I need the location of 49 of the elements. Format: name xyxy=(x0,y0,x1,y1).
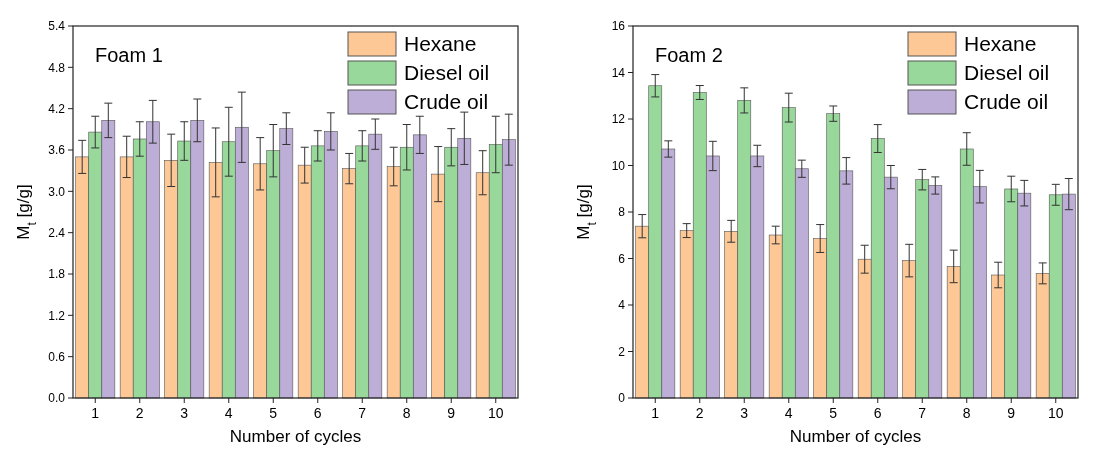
x-tick-label: 10 xyxy=(1047,405,1064,421)
y-tick-label: 0.6 xyxy=(48,349,66,364)
x-tick-label: 4 xyxy=(784,405,793,421)
x-tick-label: 3 xyxy=(180,405,189,421)
x-tick-label: 6 xyxy=(313,405,322,421)
y-tick-label: 5.4 xyxy=(48,19,66,34)
y-tick-label: 8 xyxy=(618,205,626,220)
x-tick-label: 9 xyxy=(447,405,456,421)
x-tick-label: 1 xyxy=(651,405,660,421)
x-tick-label: 2 xyxy=(135,405,144,421)
text: Foam 2 xyxy=(655,44,723,66)
y-tick-label: 4.8 xyxy=(48,60,66,75)
x-tick-label: 1 xyxy=(91,405,100,421)
y-tick-label: 1.2 xyxy=(48,308,66,323)
x-tick-label: 7 xyxy=(358,405,367,421)
legend-label: Diesel oil xyxy=(404,61,490,84)
x-tick-label: 5 xyxy=(269,405,278,421)
legend-label: Crude oil xyxy=(964,90,1049,113)
y-tick-label: 1.8 xyxy=(48,267,66,282)
x-tick-label: 5 xyxy=(829,405,838,421)
x-tick-label: 4 xyxy=(224,405,233,421)
x-tick-label: 8 xyxy=(962,405,971,421)
text: Foam 1 xyxy=(95,44,163,66)
legend-label: Diesel oil xyxy=(964,61,1050,84)
x-tick-label: 7 xyxy=(918,405,927,421)
y-tick-label: 4 xyxy=(618,298,626,313)
y-tick-label: 10 xyxy=(611,158,626,173)
x-tick-label: 8 xyxy=(402,405,411,421)
y-tick-label: 0 xyxy=(618,391,626,406)
y-tick-label: 4.2 xyxy=(48,101,66,116)
y-tick-label: 12 xyxy=(611,112,626,127)
y-tick-label: 14 xyxy=(611,65,626,80)
x-tick-label: 10 xyxy=(487,405,504,421)
x-tick-label: 9 xyxy=(1007,405,1016,421)
x-tick-label: 6 xyxy=(873,405,882,421)
y-tick-label: 6 xyxy=(618,251,626,266)
legend-label: Hexane xyxy=(404,32,477,55)
legend-label: Crude oil xyxy=(404,90,489,113)
y-tick-label: 2 xyxy=(618,344,626,359)
x-tick-label: 2 xyxy=(695,405,704,421)
x-axis-title: Number of cycles xyxy=(229,427,362,446)
y-tick-label: 2.4 xyxy=(48,225,66,240)
legend-label: Hexane xyxy=(964,32,1037,55)
y-tick-label: 0.0 xyxy=(48,391,66,406)
x-axis-title: Number of cycles xyxy=(789,427,922,446)
y-tick-label: 3.0 xyxy=(48,184,66,199)
y-tick-label: 3.6 xyxy=(48,143,66,158)
x-tick-label: 3 xyxy=(740,405,749,421)
y-tick-label: 16 xyxy=(611,19,626,34)
